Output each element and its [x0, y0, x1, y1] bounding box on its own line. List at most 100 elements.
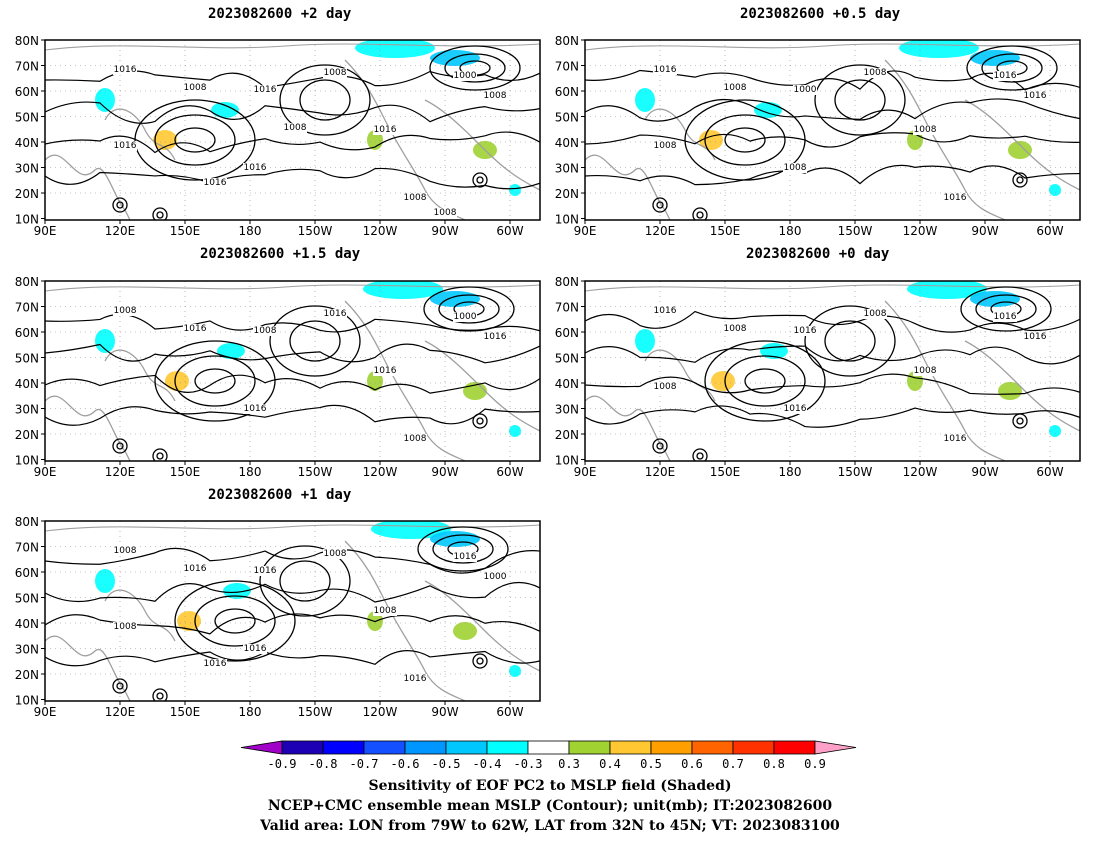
coastline-asia	[585, 108, 716, 220]
longitude-tick-label: 180	[779, 224, 802, 238]
latitude-tick-label: 30N	[15, 162, 39, 176]
contour-label: 1000	[794, 85, 817, 95]
latitude-tick-label: 10N	[555, 454, 579, 468]
contour-label: 1016	[374, 125, 397, 135]
mslp-contour	[652, 438, 668, 454]
longitude-tick-label: 180	[239, 224, 262, 238]
latitude-tick-label: 60N	[15, 85, 39, 99]
mslp-contour	[279, 560, 331, 602]
colorbar-segment	[404, 740, 447, 755]
longitude-tick-label: 150W	[838, 224, 873, 238]
mslp-contour	[724, 127, 766, 153]
sensitivity-shading	[970, 50, 1020, 66]
map-panel: 1016 1008 1000 1008 1016 1016 1008 1008 1016 1008…	[555, 34, 1081, 238]
sensitivity-shading	[223, 583, 251, 599]
longitude-tick-label: 120E	[645, 465, 676, 479]
latitude-tick-label: 50N	[555, 111, 579, 125]
longitude-tick-label: 120E	[105, 705, 136, 719]
coastline-arctic	[45, 43, 540, 51]
latitude-tick-label: 70N	[15, 301, 39, 315]
contour-label: 1008	[114, 306, 137, 316]
sensitivity-shading	[95, 88, 115, 112]
contour-label-bg	[793, 326, 817, 336]
mslp-contour	[585, 98, 1080, 122]
mslp-contour	[444, 53, 506, 83]
contour-label-bg	[183, 83, 207, 93]
contour-label: 1016	[374, 366, 397, 376]
contour-label-bg	[653, 306, 677, 316]
contour-label: 1016	[114, 141, 137, 151]
contour-label: 1008	[434, 208, 457, 218]
longitude-tick-label: 150W	[838, 465, 873, 479]
colorbar-label: -0.7	[350, 757, 379, 771]
mslp-contour	[194, 368, 236, 394]
mslp-contour	[981, 53, 1043, 83]
panel-title-plus05day: 2023082600 +0.5 day	[740, 6, 901, 22]
latitude-tick-label: 40N	[555, 377, 579, 391]
contour-label-bg	[323, 309, 347, 319]
mslp-contour	[696, 452, 704, 460]
contour-label-bg	[403, 193, 427, 203]
coastline-americas	[884, 59, 1080, 220]
contour-label-bg	[653, 382, 677, 392]
contour-label: 1016	[794, 326, 817, 336]
sensitivity-shading	[177, 611, 201, 631]
mslp-contour	[975, 294, 1037, 324]
longitude-tick-label: 120W	[903, 224, 938, 238]
mslp-contour	[814, 64, 906, 136]
contour-label: 1016	[1024, 332, 1047, 342]
footer-shading-description: Sensitivity of EOF PC2 to MSLP field (Sh…	[368, 778, 732, 794]
mslp-contour	[585, 69, 1080, 91]
mslp-contour	[45, 313, 540, 333]
contour-label: 1016	[244, 404, 267, 414]
contour-label-bg	[113, 622, 137, 632]
contour-label: 1008	[724, 83, 747, 93]
mslp-contour	[585, 405, 1080, 428]
colorbar-segment	[609, 740, 652, 755]
contour-label: 1016	[204, 659, 227, 669]
mslp-contour	[724, 355, 806, 407]
colorbar: -0.9 -0.8 -0.7 -0.6 -0.5 -0.4 -0.3 0.3 0.4 0.5 0.6…	[240, 740, 857, 771]
contour-label: 1016	[114, 65, 137, 75]
latitude-tick-label: 50N	[15, 352, 39, 366]
contour-label-bg	[253, 566, 277, 576]
coastline-asia	[585, 349, 716, 461]
mslp-contour	[704, 114, 786, 166]
longitude-tick-label: 90W	[431, 465, 458, 479]
mslp-contour	[116, 682, 124, 690]
contour-label-bg	[243, 404, 267, 414]
longitude-tick-label: 150W	[298, 705, 333, 719]
coastline-arctic	[45, 524, 540, 532]
mslp-contour	[116, 201, 124, 209]
mslp-contour	[656, 201, 664, 209]
colorbar-label: 0.9	[804, 757, 826, 771]
map-panel: 1008 1016 1008 1016 1000 1016 1016 1016 1008 80N 7…	[15, 275, 541, 479]
mslp-contour	[692, 207, 708, 220]
latitude-tick-label: 30N	[555, 162, 579, 176]
colorbar-end-low	[240, 740, 283, 755]
contour-label: 1008	[914, 125, 937, 135]
contour-label-bg	[1023, 91, 1047, 101]
colorbar-label: -0.3	[514, 757, 543, 771]
sensitivity-shading	[95, 329, 115, 353]
map-frame	[584, 39, 1081, 221]
colorbar-segment	[691, 740, 734, 755]
contour-label: 1008	[914, 366, 937, 376]
contour-label: 1016	[784, 404, 807, 414]
colorbar-segment	[486, 740, 529, 755]
sensitivity-shading	[509, 184, 521, 196]
sensitivity-shading	[211, 102, 239, 118]
contour-label-bg	[253, 85, 277, 95]
mslp-contour	[696, 211, 704, 219]
contour-label: 1008	[324, 68, 347, 78]
latitude-tick-label: 80N	[15, 275, 39, 289]
sensitivity-shading	[711, 371, 735, 391]
footer-contour-description: NCEP+CMC ensemble mean MSLP (Contour); u…	[267, 798, 833, 814]
latitude-tick-label: 20N	[15, 187, 39, 201]
mslp-contour	[269, 305, 361, 377]
mslp-contour	[174, 580, 296, 662]
contour-label-bg	[253, 326, 277, 336]
coastline-asia	[45, 108, 176, 220]
latitude-tick-label: 80N	[15, 515, 39, 529]
longitude-tick-label: 60W	[496, 705, 523, 719]
